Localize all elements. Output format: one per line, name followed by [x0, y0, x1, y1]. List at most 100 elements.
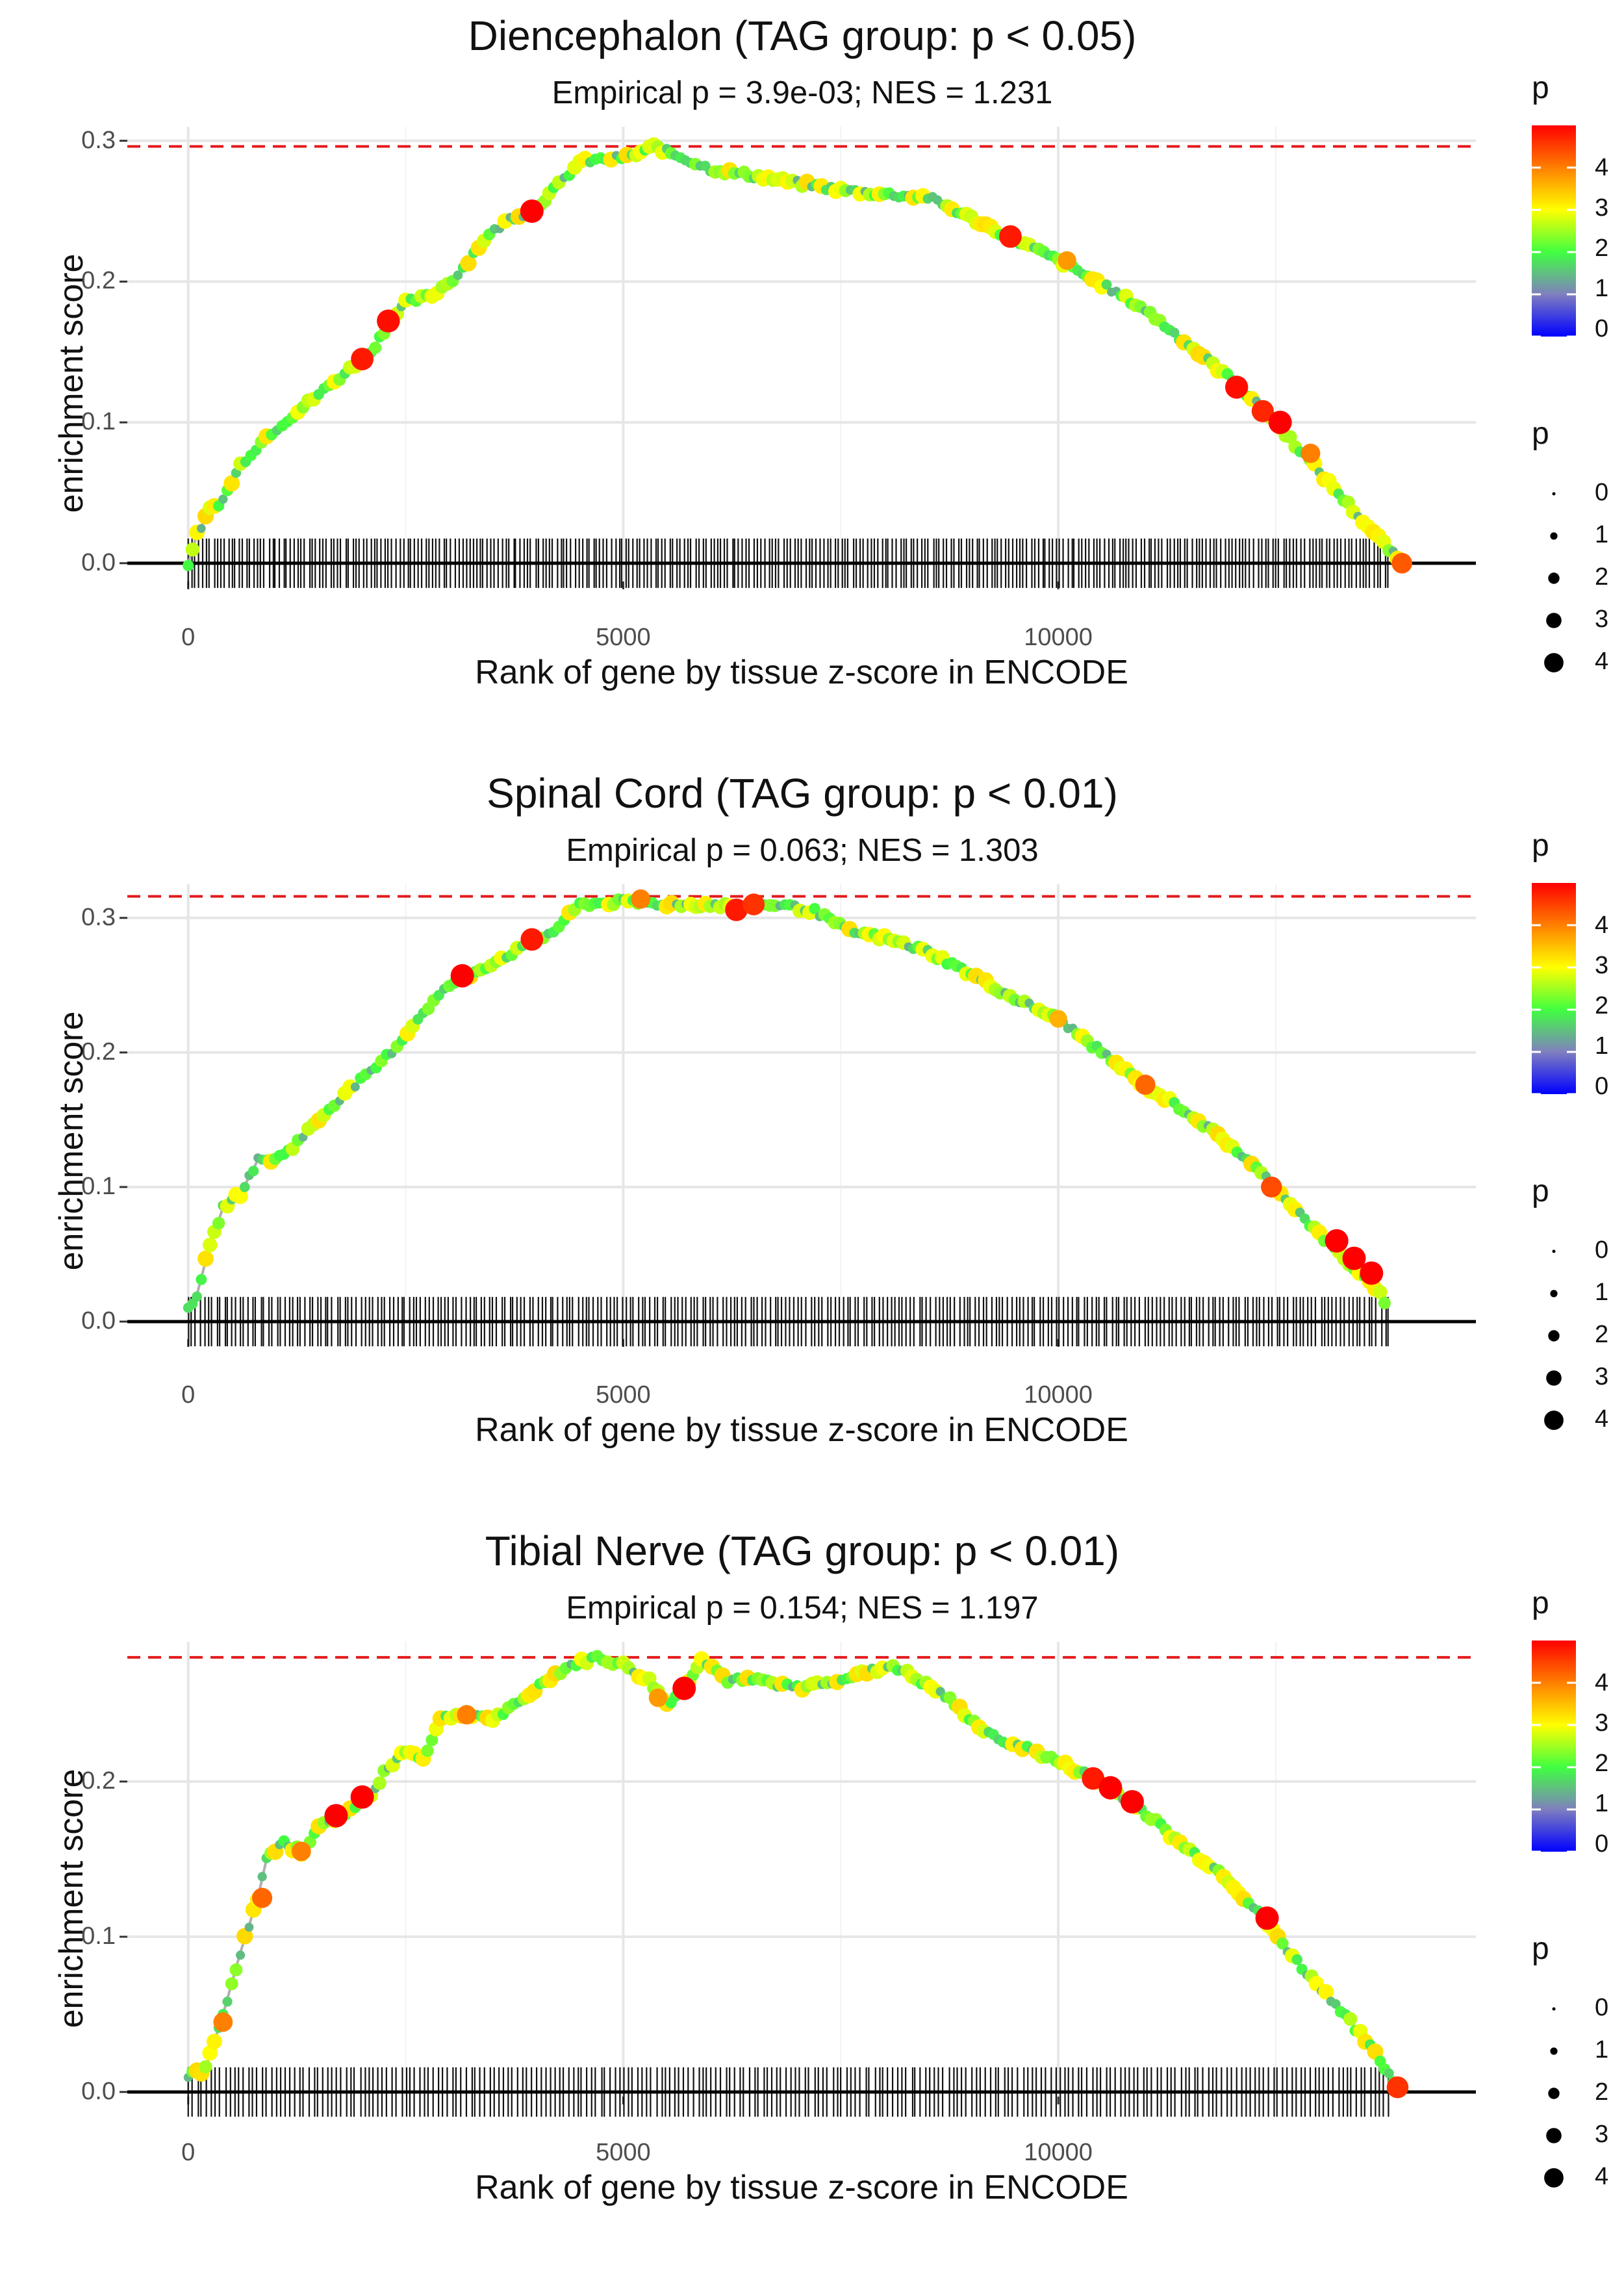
chart-title: Tibial Nerve (TAG group: p < 0.01) — [485, 1527, 1120, 1574]
enrichment-point — [1373, 1284, 1388, 1299]
enrichment-point — [1378, 1296, 1391, 1310]
y-tick-label: 0.2 — [81, 1038, 116, 1066]
enrichment-point — [185, 542, 200, 557]
chart-title: Diencephalon (TAG group: p < 0.05) — [468, 12, 1137, 59]
enrichment-point — [206, 2034, 222, 2050]
plot-area-diencephalon — [120, 125, 1576, 672]
enrichment-point-significant — [1300, 443, 1321, 463]
size-legend-tick: 2 — [1595, 563, 1609, 591]
enrichment-point — [460, 255, 477, 272]
enrichment-point-significant — [672, 1676, 696, 1700]
enrichment-points — [183, 1650, 1409, 2099]
enrichment-point-significant — [1135, 1075, 1156, 1095]
size-legend-title: p — [1532, 416, 1549, 451]
size-legend-dot — [1546, 1370, 1562, 1386]
size-legend-dot — [1544, 2168, 1564, 2188]
size-legend-tick: 2 — [1595, 1321, 1609, 1348]
enrichment-point — [1291, 1954, 1303, 1965]
color-legend-tick: 2 — [1595, 992, 1609, 1019]
color-legend-tick: 2 — [1595, 235, 1609, 262]
enrichment-point — [257, 1872, 267, 1882]
enrichment-point-significant — [1268, 411, 1292, 435]
color-legend-bar — [1532, 883, 1576, 1094]
enrichment-point-significant — [1386, 2076, 1409, 2099]
panel-diencephalon: Diencephalon (TAG group: p < 0.05) Empir… — [0, 0, 1624, 758]
enrichment-point — [225, 1977, 238, 1991]
x-axis-label: Rank of gene by tissue z-score in ENCODE — [475, 1411, 1128, 1449]
enrichment-point — [192, 1291, 203, 1302]
size-legend-tick: 4 — [1595, 2163, 1609, 2190]
x-tick-label: 10000 — [1024, 1381, 1093, 1409]
enrichment-point-significant — [291, 1841, 311, 1861]
enrichment-point — [350, 1082, 360, 1092]
color-legend-tick: 3 — [1595, 1709, 1609, 1737]
enrichment-points — [183, 137, 1412, 574]
enrichment-point — [425, 1733, 438, 1746]
enrichment-point-significant — [1360, 1261, 1384, 1285]
color-legend-bar — [1532, 125, 1576, 337]
enrichment-point — [248, 1166, 259, 1177]
color-legend-title: p — [1532, 71, 1549, 105]
enrichment-point-significant — [1391, 552, 1412, 574]
enrichment-point-significant — [351, 348, 374, 370]
size-legend-tick: 4 — [1595, 1405, 1609, 1433]
size-legend-title: p — [1532, 1932, 1549, 1966]
enrichment-point-significant — [648, 1688, 668, 1707]
enrichment-point-significant — [1224, 376, 1249, 399]
size-legend-tick: 3 — [1595, 606, 1609, 633]
enrichment-point-significant — [1251, 400, 1274, 422]
color-legend-title: p — [1532, 828, 1549, 863]
chart-subtitle: Empirical p = 3.9e-03; NES = 1.231 — [552, 75, 1053, 110]
panel-spinal-cord: Spinal Cord (TAG group: p < 0.01) Empiri… — [0, 758, 1624, 1515]
y-tick-label: 0.0 — [81, 548, 116, 576]
enrichment-point-significant — [631, 889, 651, 909]
color-legend-tick: 1 — [1595, 275, 1609, 302]
enrichment-point-significant — [1058, 251, 1076, 270]
enrichment-point-significant — [450, 964, 474, 988]
panel-tibial-nerve: Tibial Nerve (TAG group: p < 0.01) Empir… — [0, 1515, 1624, 2273]
enrichment-point — [244, 1923, 254, 1932]
size-legend-tick: 3 — [1595, 1363, 1609, 1390]
enrichment-point-significant — [1255, 1906, 1279, 1930]
enrichment-point — [183, 559, 194, 572]
enrichment-point — [809, 902, 820, 915]
enrichment-point-significant — [725, 898, 748, 921]
x-tick-label: 0 — [181, 2139, 196, 2166]
enrichment-point — [1330, 1999, 1341, 2009]
y-tick-label: 0.1 — [81, 408, 116, 436]
color-legend-tick: 4 — [1595, 154, 1609, 181]
enrichment-point — [1169, 327, 1180, 338]
enrichment-curve — [187, 900, 1390, 1309]
x-axis-label: Rank of gene by tissue z-score in ENCODE — [475, 2169, 1128, 2206]
y-axis-label: enrichment score — [53, 1011, 90, 1271]
enrichment-point-significant — [252, 1887, 273, 1908]
size-legend-tick: 1 — [1595, 2036, 1609, 2063]
x-tick-label: 10000 — [1024, 624, 1093, 651]
enrichment-point-significant — [1098, 1776, 1123, 1800]
size-legend-dot — [1552, 492, 1556, 496]
x-tick-label: 5000 — [596, 624, 651, 651]
size-legend-dot — [1544, 653, 1564, 672]
size-legend-dot — [1546, 613, 1562, 628]
size-legend-tick: 0 — [1595, 1994, 1609, 2021]
enrichment-point-significant — [377, 309, 400, 333]
enrichment-point — [223, 475, 240, 492]
size-legend-dot — [1550, 2047, 1558, 2055]
size-legend-tick: 3 — [1595, 2121, 1609, 2148]
enrichment-point — [453, 270, 463, 280]
enrichment-point — [372, 1776, 387, 1790]
size-legend-dot — [1546, 2128, 1562, 2143]
color-legend-tick: 2 — [1595, 1750, 1609, 1777]
color-legend-tick: 0 — [1595, 1073, 1609, 1100]
enrichment-point — [1318, 1984, 1334, 2000]
enrichment-point — [196, 1273, 207, 1285]
enrichment-point — [199, 2060, 212, 2074]
enrichment-point-significant — [742, 893, 765, 915]
enrichment-point — [233, 1188, 248, 1205]
size-legend-dot — [1550, 1290, 1558, 1297]
x-tick-label: 5000 — [596, 2139, 651, 2166]
enrichment-point-significant — [213, 2012, 233, 2032]
color-legend-tick: 1 — [1595, 1032, 1609, 1060]
enrichment-point-significant — [1082, 1767, 1105, 1790]
enrichment-point — [222, 1997, 233, 2007]
